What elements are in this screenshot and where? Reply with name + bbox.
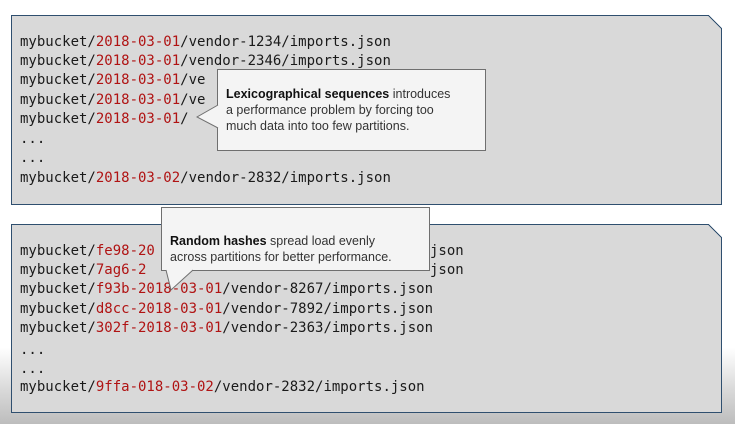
code-fragment: json <box>430 243 464 259</box>
code-line: mybucket/302f-2018-03-01/vendor-2363/imp… <box>20 320 434 336</box>
callout-line-1: Random hashes spread load evenly <box>170 234 375 248</box>
code-line: mybucket/2018-03-01/ve <box>20 72 206 88</box>
ellipsis-line: ... <box>20 361 46 377</box>
panel-corner-edge <box>708 15 722 29</box>
lexicographical-callout: Lexicographical sequences introduces a p… <box>217 69 486 151</box>
code-line: mybucket/9ffa-018-03-02/vendor-2832/impo… <box>20 379 425 395</box>
callout-line-1: Lexicographical sequences introduces <box>226 87 451 101</box>
ellipsis-line: ... <box>20 131 46 147</box>
callout-pointer <box>165 269 194 291</box>
code-line: mybucket/2018-03-01/ <box>20 111 189 127</box>
callout-line-3: much data into too few partitions. <box>226 119 410 133</box>
ellipsis-line: ... <box>20 342 46 358</box>
code-line: mybucket/2018-03-01/vendor-2346/imports.… <box>20 53 391 69</box>
callout-pointer <box>196 104 219 129</box>
code-line: mybucket/f93b-2018-03-01/vendor-8267/imp… <box>20 281 434 297</box>
code-line: mybucket/fe98-20 <box>20 243 155 259</box>
callout-line-2: across partitions for better performance… <box>170 250 392 264</box>
code-line: mybucket/2018-03-02/vendor-2832/imports.… <box>20 170 391 186</box>
ellipsis-line: ... <box>20 150 46 166</box>
code-line: mybucket/2018-03-01/ve <box>20 92 206 108</box>
callout-line-2: a performance problem by forcing too <box>226 103 434 117</box>
code-fragment: json <box>430 262 464 278</box>
code-line: mybucket/2018-03-01/vendor-1234/imports.… <box>20 34 391 50</box>
code-line: mybucket/7ag6-2 <box>20 262 147 278</box>
panel-corner-edge <box>708 224 722 238</box>
code-line: mybucket/d8cc-2018-03-01/vendor-7892/imp… <box>20 301 434 317</box>
random-hashes-callout: Random hashes spread load evenly across … <box>161 207 430 271</box>
